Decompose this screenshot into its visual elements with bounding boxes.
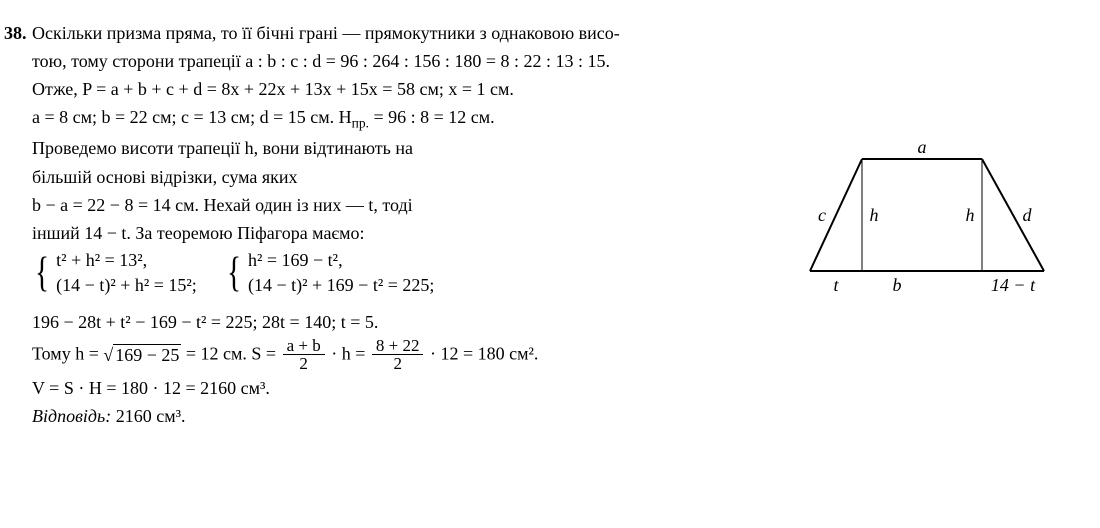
text-fragment: a = 8 см; b = 22 см; c = 13 см; d = 15 с… — [32, 107, 352, 127]
denominator: 2 — [283, 355, 325, 373]
cases-block: { t² + h² = 13², (14 − t)² + h² = 15²; — [32, 248, 197, 298]
problem-number: 38. — [4, 20, 27, 46]
equation-systems: { t² + h² = 13², (14 − t)² + h² = 15²; {… — [32, 248, 772, 298]
svg-text:d: d — [1023, 205, 1033, 225]
svg-text:14 − t: 14 − t — [991, 275, 1036, 295]
text-line: Отже, P = a + b + c + d = 8x + 22x + 13x… — [32, 76, 1072, 102]
text-line: b − a = 22 − 8 = 14 см. Нехай один із ни… — [32, 192, 772, 218]
fraction: a + b2 — [283, 337, 325, 374]
case-line: (14 − t)² + h² = 15²; — [56, 273, 197, 298]
cases-block: { h² = 169 − t², (14 − t)² + 169 − t² = … — [224, 248, 435, 298]
text-line: більшій основі відрізки, сума яких — [32, 164, 772, 190]
text-line: Тому h = √169 − 25 = 12 см. S = a + b2 ·… — [32, 337, 1072, 374]
text-line: V = S · H = 180 · 12 = 2160 см³. — [32, 375, 1072, 401]
subscript: пр. — [352, 116, 369, 131]
text-fragment: · 12 = 180 см². — [425, 343, 538, 363]
svg-text:a: a — [918, 141, 927, 157]
text-fragment: = 96 : 8 = 12 см. — [369, 107, 495, 127]
text-line: a = 8 см; b = 22 см; c = 13 см; d = 15 с… — [32, 104, 1072, 133]
text-column: Проведемо висоти трапеції h, вони відтин… — [32, 135, 772, 300]
svg-text:c: c — [818, 205, 826, 225]
answer-value: 2160 см³. — [111, 406, 185, 426]
fraction: 8 + 222 — [372, 337, 424, 374]
sqrt: √169 − 25 — [103, 342, 181, 368]
radicand: 169 − 25 — [113, 344, 181, 365]
case-line: t² + h² = 13², — [56, 248, 197, 273]
answer-line: Відповідь: 2160 см³. — [32, 403, 1072, 429]
text-line: 196 − 28t + t² − 169 − t² = 225; 28t = 1… — [32, 309, 1072, 335]
text-line: тою, тому сторони трапеції a : b : c : d… — [32, 48, 1072, 74]
svg-text:b: b — [893, 275, 902, 295]
text-line: Оскільки призма пряма, то її бічні грані… — [32, 20, 1072, 46]
text-line: інший 14 − t. За теоремою Піфагора маємо… — [32, 220, 772, 246]
text-fragment: = 12 см. S = — [181, 343, 280, 363]
problem-content: Оскільки призма пряма, то її бічні грані… — [28, 20, 1072, 430]
denominator: 2 — [372, 355, 424, 373]
brace-icon: { — [227, 252, 241, 294]
text-fragment: Тому h = — [32, 343, 103, 363]
figure-column: a b c d h h t 14 − t — [772, 135, 1072, 308]
text-line: Проведемо висоти трапеції h, вони відтин… — [32, 135, 772, 161]
text-with-figure-row: Проведемо висоти трапеції h, вони відтин… — [32, 135, 1072, 308]
numerator: 8 + 22 — [372, 337, 424, 356]
brace-icon: { — [35, 252, 49, 294]
trapezoid-figure: a b c d h h t 14 − t — [792, 141, 1062, 301]
case-line: h² = 169 − t², — [248, 248, 434, 273]
answer-label: Відповідь: — [32, 406, 111, 426]
numerator: a + b — [283, 337, 325, 356]
problem-38: 38. Оскільки призма пряма, то її бічні г… — [28, 20, 1072, 430]
case-line: (14 − t)² + 169 − t² = 225; — [248, 273, 434, 298]
svg-text:t: t — [833, 275, 839, 295]
text-fragment: · h = — [327, 343, 370, 363]
svg-text:h: h — [870, 205, 879, 225]
svg-text:h: h — [966, 205, 975, 225]
